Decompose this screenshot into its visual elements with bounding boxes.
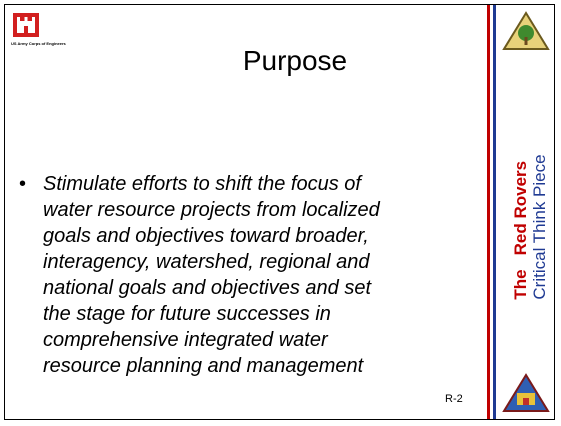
bullet-line: resource planning and management	[43, 355, 364, 377]
top-emblem	[502, 11, 550, 50]
bullet-line: the stage for future successes in	[43, 303, 331, 325]
bullet-dot: •	[19, 173, 27, 195]
castle-logo	[13, 13, 39, 37]
bullet-line: goals and objectives toward broader,	[43, 225, 369, 247]
sidebar-team: Red Rovers	[511, 160, 530, 256]
slide-title: Purpose	[242, 45, 348, 76]
slide: US Army Corps of Engineers Purpose • Sti…	[4, 4, 555, 420]
page-number: R-2	[445, 393, 463, 405]
red-rule	[487, 5, 490, 419]
sidebar-text: The Red Rovers Critical Think Piece	[511, 154, 549, 299]
blue-rule	[493, 5, 496, 419]
bullet-line: water resource projects from localized	[43, 199, 380, 221]
bullet-text: Stimulate efforts to shift the focus of w…	[43, 171, 380, 379]
bottom-emblem	[502, 373, 550, 412]
bullet-line: Stimulate efforts to shift the focus of	[43, 173, 361, 195]
sidebar-subtitle: Critical Think Piece	[530, 154, 549, 300]
bullet-line: national goals and objectives and set	[43, 277, 372, 299]
bullet-line: comprehensive integrated water	[43, 329, 328, 351]
sidebar-the: The	[511, 269, 530, 300]
logo-caption: US Army Corps of Engineers	[11, 41, 66, 46]
bullet-line: interagency, watershed, regional and	[43, 251, 370, 273]
